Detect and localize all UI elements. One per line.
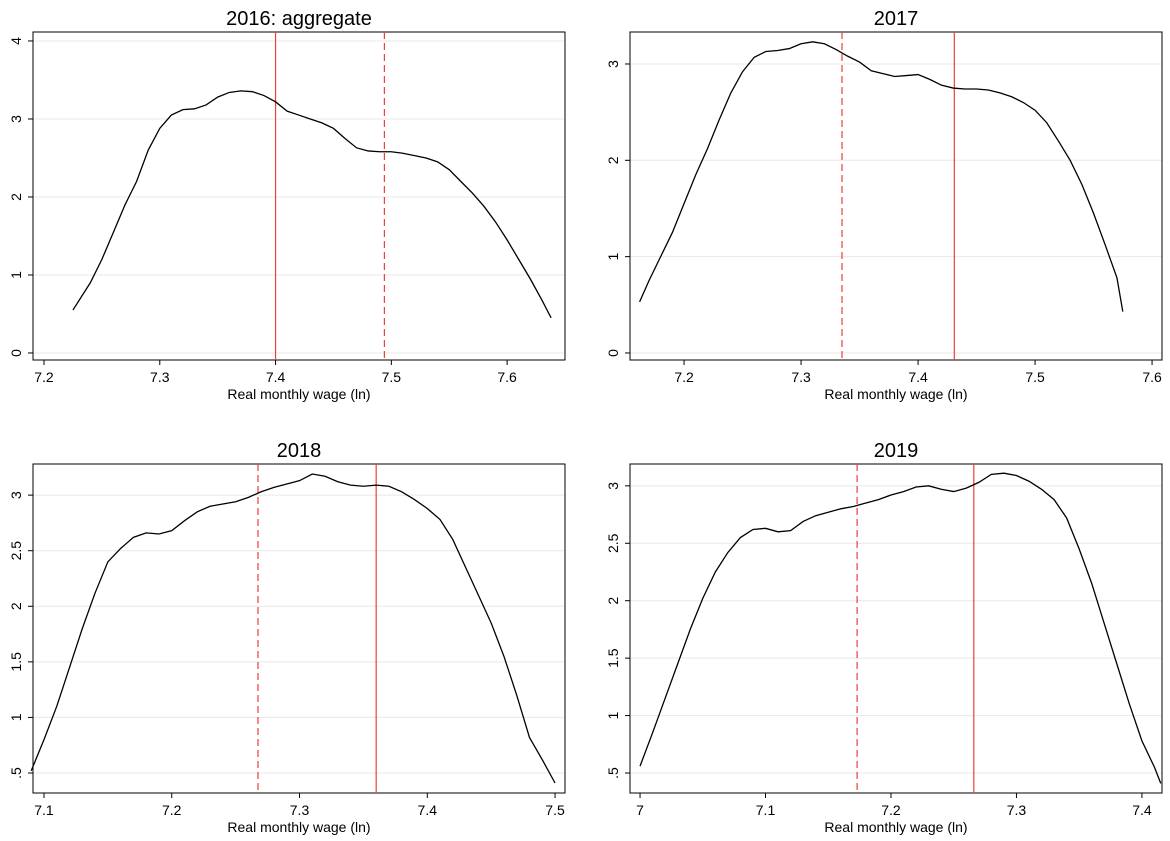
x-tick-label: 7.4: [1132, 802, 1152, 818]
y-tick-label: 2: [8, 193, 24, 201]
chart-title: 2016: aggregate: [226, 8, 372, 30]
y-tick-label: .5: [8, 767, 24, 779]
x-tick-label: 7.3: [150, 369, 170, 385]
x-tick-label: 7.4: [266, 369, 286, 385]
y-tick-label: 2.5: [8, 541, 24, 561]
x-tick-label: 7.1: [756, 802, 776, 818]
x-tick-label: 7.5: [1025, 369, 1045, 385]
chart-title: 2018: [277, 440, 322, 462]
x-tick-label: 7.5: [545, 802, 565, 818]
x-tick-label: 7.2: [34, 369, 54, 385]
x-tick-label: 7.2: [162, 802, 182, 818]
y-tick-label: 1: [8, 271, 24, 279]
y-tick-label: 0: [605, 349, 621, 357]
x-tick-label: 7.3: [791, 369, 811, 385]
y-tick-label: 0: [8, 349, 24, 357]
y-tick-label: 3: [605, 482, 621, 490]
y-tick-label: 3: [8, 115, 24, 123]
x-tick-label: 7.6: [1142, 369, 1162, 385]
x-tick-label: 7.5: [382, 369, 402, 385]
y-tick-label: 2: [605, 597, 621, 605]
plot-frame: [32, 463, 566, 794]
density-line: [72, 90, 552, 319]
y-tick-label: 1: [605, 711, 621, 719]
y-tick-label: 1: [605, 253, 621, 261]
y-tick-label: 1.5: [605, 648, 621, 668]
y-tick-label: 2: [605, 156, 621, 164]
x-tick-label: 7.2: [674, 369, 694, 385]
x-tick-label: 7.3: [1007, 802, 1027, 818]
plot-frame: [32, 31, 566, 361]
x-axis-label: Real monthly wage (ln): [824, 386, 967, 402]
x-tick-label: 7.6: [497, 369, 517, 385]
plot-frame: [629, 31, 1163, 361]
density-line: [638, 41, 1124, 312]
chart-title: 2019: [874, 440, 919, 462]
x-tick-label: 7: [636, 802, 644, 818]
y-tick-label: 3: [8, 491, 24, 499]
chart-title: 2017: [874, 8, 919, 30]
y-tick-label: 1: [8, 713, 24, 721]
x-tick-label: 7.1: [34, 802, 54, 818]
density-line: [30, 473, 556, 784]
x-tick-label: 7.4: [908, 369, 928, 385]
density-line: [639, 472, 1162, 784]
y-tick-label: .5: [605, 767, 621, 779]
x-axis-label: Real monthly wage (ln): [227, 386, 370, 402]
y-tick-label: 2: [8, 602, 24, 610]
y-tick-label: 3: [605, 60, 621, 68]
y-tick-label: 1.5: [8, 652, 24, 672]
x-tick-label: 7.2: [881, 802, 901, 818]
x-tick-label: 7.3: [290, 802, 310, 818]
x-tick-label: 7.4: [418, 802, 438, 818]
y-tick-label: 2.5: [605, 533, 621, 553]
plot-frame: [629, 463, 1163, 794]
x-axis-label: Real monthly wage (ln): [824, 819, 967, 835]
x-axis-label: Real monthly wage (ln): [227, 819, 370, 835]
y-tick-label: 4: [8, 37, 24, 45]
